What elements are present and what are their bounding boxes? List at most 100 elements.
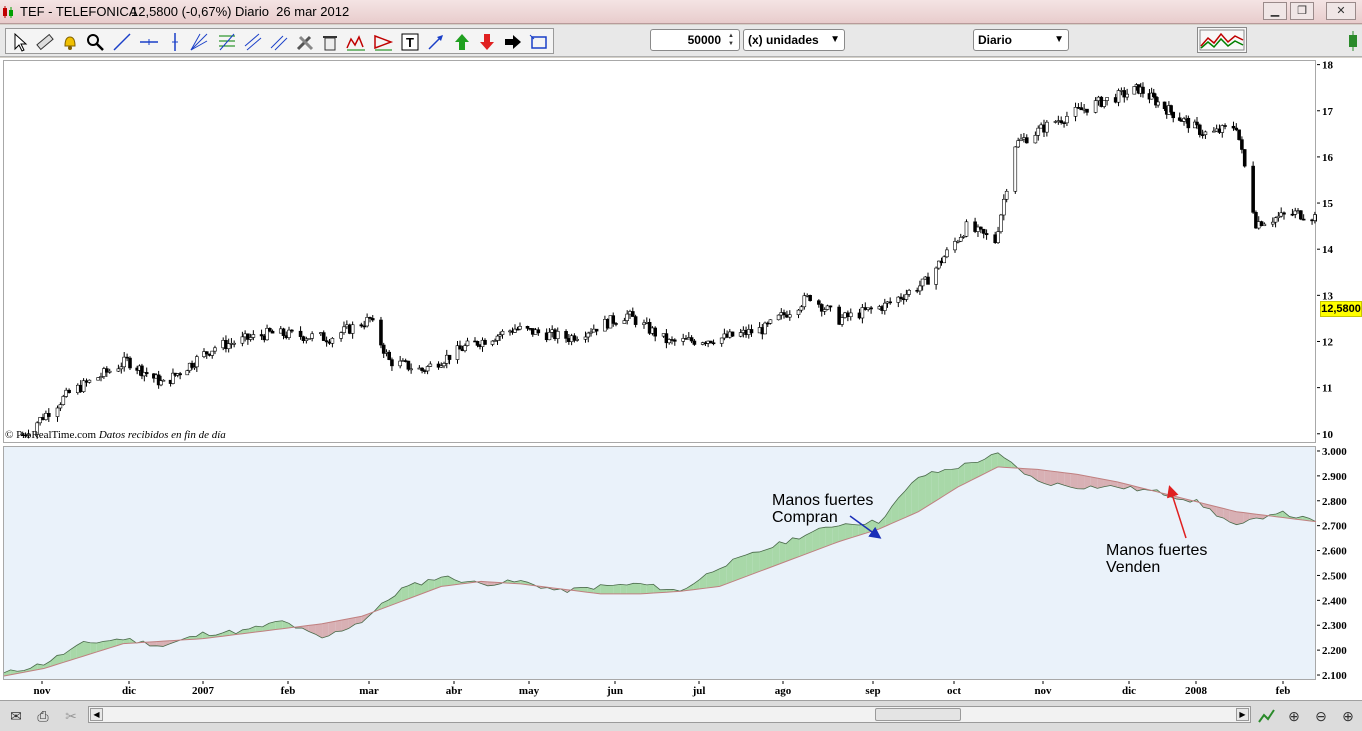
indicator-panel	[3, 446, 1317, 680]
fan-icon[interactable]	[188, 31, 210, 53]
candle	[365, 313, 369, 328]
buy-area	[580, 587, 588, 593]
text-icon[interactable]: T	[399, 31, 421, 53]
candle	[1096, 95, 1101, 106]
title-bar: TEF - TELEFONICA 12,5800 (-0,67%) Diario…	[0, 0, 1362, 24]
candle	[287, 326, 291, 340]
candle	[265, 324, 269, 341]
indicator-tick-label: 2.500	[1322, 570, 1347, 582]
candle	[594, 328, 599, 336]
candle	[1151, 88, 1156, 98]
candle	[869, 305, 873, 314]
candle	[572, 333, 577, 343]
candle	[301, 335, 306, 344]
print-icon[interactable]: ⎙	[37, 708, 49, 724]
scroll-thumb[interactable]	[875, 708, 961, 721]
candle	[490, 340, 495, 347]
zoom-out-icon[interactable]: ⊖	[1315, 708, 1327, 724]
candle	[1282, 211, 1286, 220]
buy-area	[938, 469, 945, 500]
buy-area	[911, 477, 919, 515]
arrow-diagonal-icon[interactable]	[425, 31, 447, 53]
chart-type-button[interactable]	[1197, 27, 1247, 53]
time-tick-label: abr	[446, 685, 463, 697]
tools-icon[interactable]	[294, 31, 316, 53]
candle	[888, 297, 893, 305]
buy-area	[693, 579, 700, 590]
ruler-icon[interactable]	[34, 31, 56, 53]
sell-area	[1216, 506, 1224, 518]
indicator-tick-label: 2.100	[1322, 670, 1347, 680]
sell-area	[1097, 478, 1104, 489]
scroll-right-icon[interactable]: ▶	[1236, 708, 1249, 721]
candle	[122, 352, 126, 372]
candle	[161, 379, 166, 382]
horizontal-line-icon[interactable]	[138, 31, 160, 53]
vertical-line-icon[interactable]	[164, 31, 186, 53]
panel-toggle[interactable]	[1343, 29, 1362, 53]
candle	[837, 304, 841, 326]
fibonacci-icon[interactable]	[216, 31, 238, 53]
candle	[1042, 119, 1046, 137]
chart-type-icon	[1199, 29, 1245, 51]
rectangle-icon[interactable]	[528, 31, 550, 53]
zoom-fit-icon[interactable]: ⊕	[1288, 708, 1300, 724]
arrow-right-icon[interactable]	[502, 31, 524, 53]
buy-area	[772, 541, 780, 567]
candle	[1125, 88, 1129, 101]
candle	[190, 360, 194, 370]
trendline-icon[interactable]	[111, 31, 133, 53]
buy-area	[414, 582, 422, 597]
buy-area	[606, 585, 614, 594]
minimize-button[interactable]: ▁	[1263, 2, 1287, 20]
buy-area	[50, 655, 58, 667]
candle	[805, 293, 810, 298]
candle	[26, 429, 31, 439]
candle	[500, 329, 505, 339]
candle	[956, 239, 960, 244]
triangle-icon[interactable]	[372, 31, 394, 53]
indicator-tick-label: 2.700	[1322, 521, 1347, 533]
candle	[128, 356, 132, 370]
candle	[439, 362, 444, 368]
buy-area	[951, 468, 959, 491]
restore-button[interactable]: ❐	[1290, 2, 1314, 20]
trash-icon[interactable]	[319, 31, 341, 53]
candle	[1082, 104, 1086, 114]
parallel-lines-icon[interactable]	[268, 31, 290, 53]
arrow-up-green-icon[interactable]	[451, 31, 473, 53]
zoom-in-icon[interactable]: ⊕	[1342, 708, 1354, 724]
sell-area	[1077, 474, 1085, 489]
pattern-icon[interactable]	[345, 31, 367, 53]
close-button[interactable]: ✕	[1326, 2, 1356, 20]
buy-area	[646, 584, 654, 594]
zoom-icon[interactable]	[84, 31, 106, 53]
candle	[1102, 100, 1106, 109]
period-select-value: Diario	[978, 33, 1013, 47]
candle	[999, 213, 1003, 234]
channel-icon[interactable]	[242, 31, 264, 53]
price-tick-label: 11	[1322, 383, 1332, 395]
candle	[586, 331, 591, 343]
period-select[interactable]: Diario ▼	[973, 29, 1069, 51]
stepper-arrows-icon[interactable]: ▲ ▼	[728, 33, 734, 47]
alarm-bell-icon[interactable]	[59, 31, 81, 53]
candle	[936, 260, 941, 270]
email-icon[interactable]: ✉	[10, 708, 22, 724]
candle	[232, 340, 236, 348]
candle	[304, 336, 309, 344]
indicator-icon[interactable]	[1256, 706, 1278, 726]
scroll-left-icon[interactable]: ◀	[90, 708, 103, 721]
unit-select[interactable]: (x) unidades ▼	[743, 29, 845, 51]
buy-area	[792, 537, 800, 560]
buy-area	[779, 541, 786, 564]
candle	[515, 326, 520, 331]
scissors-icon[interactable]: ✂	[65, 708, 77, 724]
cursor-icon[interactable]	[9, 31, 31, 53]
candle	[84, 378, 89, 387]
arrow-down-red-icon[interactable]	[476, 31, 498, 53]
buy-area	[898, 490, 906, 521]
quantity-stepper[interactable]: 50000 ▲ ▼	[650, 29, 740, 51]
horizontal-scrollbar[interactable]: ◀ ▶	[88, 706, 1251, 723]
buy-area	[428, 579, 435, 592]
